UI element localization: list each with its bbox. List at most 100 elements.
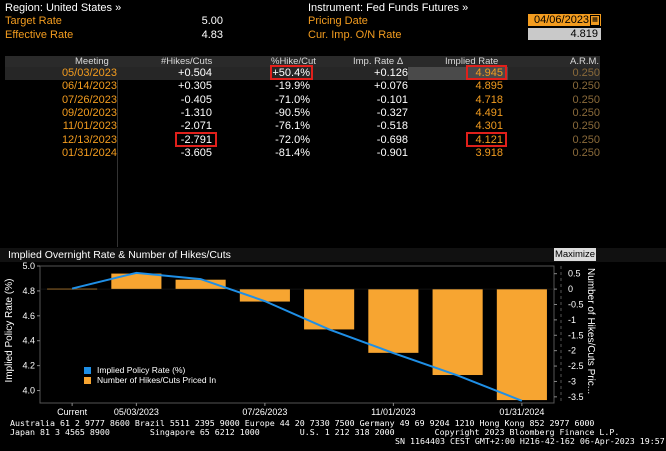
x-tick-label: 07/26/2023 xyxy=(242,407,287,417)
implied-rate-line xyxy=(71,271,523,402)
x-tick-label: 01/31/2024 xyxy=(499,407,544,417)
y-tick-label-left: 5.0 xyxy=(22,262,35,271)
col-pct[interactable]: %Hike/Cut xyxy=(271,56,316,67)
table-row[interactable]: 07/26/2023 -0.405 -71.0% -0.101 4.718 0.250 xyxy=(5,94,600,107)
chart-panel-header: Implied Overnight Rate & Number of Hikes… xyxy=(0,248,666,262)
cell-arm: 0.250 xyxy=(572,67,600,79)
y-tick-label-left: 4.6 xyxy=(22,311,35,321)
y-tick-label-right: 0 xyxy=(568,284,573,294)
cell-arm: 0.250 xyxy=(572,120,600,133)
cell-hikes: +0.504 xyxy=(178,67,212,79)
maximize-button[interactable]: Maximize xyxy=(554,248,596,261)
cell-implied: 4.121 xyxy=(475,133,503,146)
x-tick-label: 05/03/2023 xyxy=(114,407,159,417)
cell-delta: +0.076 xyxy=(374,80,408,93)
bar xyxy=(496,289,547,401)
cell-pct: -71.0% xyxy=(275,93,310,106)
instrument-selector[interactable]: Instrument: Fed Funds Futures » xyxy=(308,2,469,14)
y-tick-label-right: -3 xyxy=(568,376,576,386)
y-tick-label-left: 4.2 xyxy=(22,361,35,371)
cell-hikes: -2.071 xyxy=(180,120,212,133)
cell-meeting: 01/31/2024 xyxy=(61,146,117,159)
y-tick-label-left: 4.8 xyxy=(22,286,35,296)
y-tick-label-left: 4.0 xyxy=(22,386,35,396)
y-tick-label-right: -1 xyxy=(568,315,576,325)
table-divider xyxy=(117,67,118,247)
table-row[interactable]: 11/01/2023 -2.071 -76.1% -0.518 4.301 0.250 xyxy=(5,120,600,133)
cell-pct: -19.9% xyxy=(275,80,310,93)
highlight-box xyxy=(270,65,313,80)
table-header: Meeting #Hikes/Cuts %Hike/Cut Imp. Rate … xyxy=(5,56,600,67)
cur-imp-rate-value: 4.819 xyxy=(528,28,601,40)
table-row[interactable]: 06/14/2023 +0.305 -19.9% +0.076 4.895 0.250 xyxy=(5,80,600,93)
cell-pct: -72.0% xyxy=(275,133,310,146)
effective-rate-label: Effective Rate xyxy=(5,29,74,41)
footer-contacts-line2: Japan 81 3 4565 8900 Singapore 65 6212 1… xyxy=(10,427,620,437)
y-tick-label-right: -3.5 xyxy=(568,392,584,402)
bar xyxy=(432,289,483,376)
cell-implied: 4.895 xyxy=(475,80,503,93)
bar xyxy=(111,273,162,290)
table-row[interactable]: 05/03/2023 +0.504 +50.4% +0.126 4.945 0.250 xyxy=(5,67,600,80)
bar xyxy=(304,289,355,330)
cell-implied: 4.301 xyxy=(475,120,503,133)
cell-delta: -0.518 xyxy=(376,120,408,133)
cell-meeting: 12/13/2023 xyxy=(61,133,117,146)
cell-arm: 0.250 xyxy=(572,93,600,106)
cell-arm: 0.250 xyxy=(572,133,600,146)
cell-implied: 4.718 xyxy=(475,93,503,106)
row-selection-bg xyxy=(408,67,508,80)
cell-implied: 4.945 xyxy=(475,67,503,79)
col-hikes[interactable]: #Hikes/Cuts xyxy=(161,56,213,67)
y-tick-label-right: -1.5 xyxy=(568,330,584,340)
cell-delta: -0.901 xyxy=(376,146,408,159)
footer-session-line: SN 1164403 CEST GMT+2:00 H216-42-162 06-… xyxy=(395,436,666,446)
cell-arm: 0.250 xyxy=(572,146,600,159)
y-axis-left-label: Implied Policy Rate (%) xyxy=(4,279,15,383)
y-tick-label-left: 4.4 xyxy=(22,336,35,346)
cell-meeting: 11/01/2023 xyxy=(62,120,117,133)
cell-delta: +0.126 xyxy=(374,67,408,79)
table-row[interactable]: 01/31/2024 -3.605 -81.4% -0.901 3.918 0.250 xyxy=(5,147,600,160)
cur-imp-rate-label: Cur. Imp. O/N Rate xyxy=(308,29,402,41)
cell-delta: -0.327 xyxy=(376,106,408,119)
x-tick-label: Current xyxy=(57,407,88,417)
cell-hikes: +0.305 xyxy=(178,80,212,93)
cell-hikes: -2.791 xyxy=(180,133,212,146)
table-row[interactable]: 09/20/2023 -1.310 -90.5% -0.327 4.491 0.250 xyxy=(5,107,600,120)
highlight-box xyxy=(466,132,507,147)
legend-label: Implied Policy Rate (%) xyxy=(97,365,186,375)
pricing-date-value: 04/06/2023 xyxy=(534,14,590,26)
cell-pct: -81.4% xyxy=(275,146,310,159)
col-arm[interactable]: A.R.M. xyxy=(570,56,600,67)
col-meeting[interactable]: Meeting xyxy=(75,56,109,67)
cell-arm: 0.250 xyxy=(572,106,600,119)
cell-delta: -0.698 xyxy=(376,133,408,146)
region-selector[interactable]: Region: United States » xyxy=(5,2,122,14)
col-delta[interactable]: Imp. Rate Δ xyxy=(353,56,404,67)
pricing-date-label: Pricing Date xyxy=(308,15,368,27)
cell-hikes: -1.310 xyxy=(180,106,212,119)
y-tick-label-right: -2.5 xyxy=(568,361,584,371)
cell-pct: -90.5% xyxy=(275,106,310,119)
col-implied[interactable]: Implied Rate xyxy=(445,56,499,67)
footer-contacts-line1: Australia 61 2 9777 8600 Brazil 5511 239… xyxy=(10,418,595,428)
bar xyxy=(239,289,290,302)
cell-hikes: -3.605 xyxy=(180,146,212,159)
pricing-date-field[interactable]: 04/06/2023 ▦ xyxy=(528,14,601,26)
target-rate-value: 5.00 xyxy=(201,15,223,27)
rates-chart: Implied Policy Rate (%) Number of Hikes/… xyxy=(4,262,596,417)
chart-title: Implied Overnight Rate & Number of Hikes… xyxy=(8,249,231,261)
table-row[interactable]: 12/13/2023 -2.791 -72.0% -0.698 4.121 0.250 xyxy=(5,134,600,147)
cell-implied: 4.491 xyxy=(475,106,503,119)
y-tick-label-right: 0.5 xyxy=(568,269,581,279)
cell-pct: -76.1% xyxy=(275,120,310,133)
target-rate-label: Target Rate xyxy=(5,15,62,27)
legend-swatch xyxy=(84,367,91,374)
legend-label: Number of Hikes/Cuts Priced In xyxy=(97,375,216,385)
cell-meeting: 09/20/2023 xyxy=(61,106,117,119)
highlight-box xyxy=(466,65,507,80)
calendar-icon[interactable]: ▦ xyxy=(590,15,600,26)
y-axis-right-label: Number of Hikes/Cuts Pric... xyxy=(585,268,596,394)
highlight-box xyxy=(175,132,217,147)
